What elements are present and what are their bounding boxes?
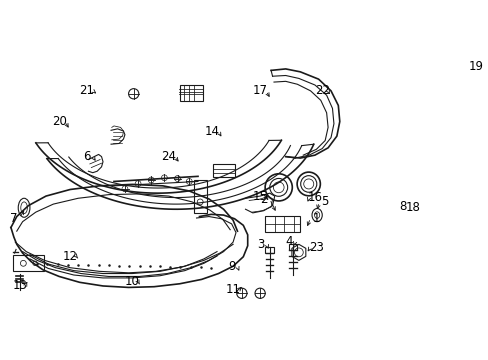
Text: 3: 3 — [257, 238, 264, 251]
Text: 4: 4 — [285, 235, 292, 248]
Text: 18: 18 — [405, 201, 420, 214]
Text: 20: 20 — [52, 115, 66, 128]
Text: 5: 5 — [321, 195, 328, 208]
Text: 17: 17 — [252, 84, 267, 97]
Text: 6: 6 — [83, 150, 90, 163]
Text: 11: 11 — [225, 283, 240, 296]
Text: 1: 1 — [312, 212, 320, 225]
Text: 23: 23 — [308, 241, 323, 254]
Text: 15: 15 — [252, 190, 267, 203]
Text: 14: 14 — [204, 125, 220, 138]
Text: 9: 9 — [227, 261, 235, 274]
Text: 21: 21 — [79, 84, 94, 97]
Text: 12: 12 — [62, 249, 78, 262]
Text: 22: 22 — [314, 84, 329, 97]
Text: 16: 16 — [307, 191, 322, 204]
Text: 7: 7 — [10, 212, 18, 225]
Text: 19: 19 — [468, 60, 482, 73]
Text: 13: 13 — [12, 279, 27, 292]
Text: 8: 8 — [399, 200, 406, 213]
Text: 2: 2 — [260, 193, 267, 206]
Text: 24: 24 — [161, 150, 176, 163]
Text: 10: 10 — [124, 275, 140, 288]
